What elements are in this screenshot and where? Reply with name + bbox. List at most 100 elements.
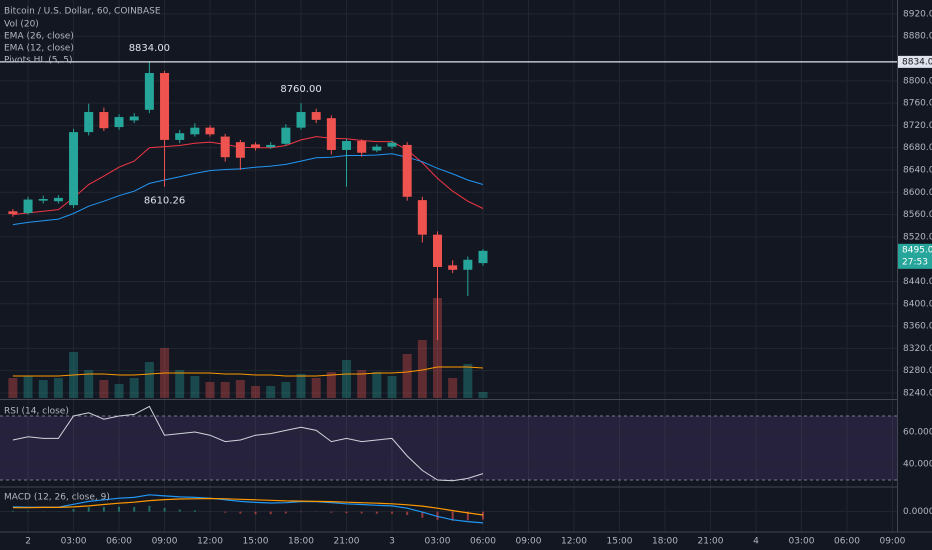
- candle-body: [190, 127, 200, 135]
- candle-body: [99, 112, 109, 129]
- macd-histogram-bar: [72, 509, 75, 512]
- macd-histogram-bar: [466, 511, 469, 521]
- candle-body: [160, 73, 170, 140]
- volume-ma: [12, 366, 484, 377]
- pivot-label: 8834.00: [129, 43, 170, 54]
- x-tick-label: 06:00: [470, 537, 496, 547]
- last-price-label: 8495.01: [902, 245, 932, 255]
- volume-bar: [251, 386, 261, 398]
- y-tick-label: 8520.00: [903, 232, 932, 242]
- y-tick-label: 8600.00: [903, 188, 932, 198]
- y-tick-label: 8320.00: [903, 344, 932, 354]
- x-tick-label: 21:00: [334, 537, 360, 547]
- x-tick-label: 4: [753, 537, 759, 547]
- signal-line: [12, 497, 484, 516]
- candle-body: [205, 127, 215, 135]
- countdown: 27:53: [902, 257, 928, 267]
- y-tick-label: 8560.00: [903, 210, 932, 220]
- x-tick-label: 15:00: [607, 537, 633, 547]
- rsi-line: [12, 405, 484, 482]
- y-tick-label: 8280.00: [903, 366, 932, 376]
- macd-histogram-bar: [133, 506, 136, 512]
- candle-body: [8, 211, 18, 215]
- macd-histogram-bar: [148, 505, 151, 512]
- candle-body: [84, 112, 94, 133]
- x-tick-label: 09:00: [879, 537, 905, 547]
- volume-bar: [129, 378, 139, 398]
- legend-item: Pivots HL (5, 5): [4, 56, 72, 66]
- x-tick-label: 3: [389, 537, 395, 547]
- candle-body: [266, 144, 276, 148]
- volume-bar: [326, 372, 336, 398]
- macd-histogram-bar: [451, 511, 454, 521]
- macd-histogram-bar: [11, 510, 14, 512]
- macd-histogram-bar: [224, 511, 227, 513]
- macd-histogram-bar: [163, 507, 166, 512]
- macd-histogram-bar: [391, 511, 394, 514]
- macd-histogram-bar: [300, 511, 303, 513]
- volume-bar: [417, 340, 427, 398]
- last-price-tag: [898, 243, 932, 269]
- x-tick-label: 2: [25, 537, 31, 547]
- y-tick-label: 8920.00: [903, 9, 932, 19]
- macd-histogram-bar: [239, 511, 242, 514]
- macd-histogram-bar: [87, 507, 90, 512]
- macd-histogram-bar: [254, 511, 257, 515]
- volume-bar: [463, 364, 473, 398]
- y-tick-label: 8240.00: [903, 388, 932, 398]
- legend-item: EMA (26, close): [4, 32, 74, 42]
- candle-body: [433, 234, 443, 268]
- candle-body: [235, 142, 245, 158]
- candle-body: [463, 259, 473, 270]
- volume-bar: [23, 376, 33, 398]
- volume-bar: [478, 392, 488, 398]
- volume-bar: [357, 370, 367, 398]
- candle-body: [175, 133, 185, 140]
- macd-histogram-bar: [269, 511, 272, 515]
- macd-histogram-bar: [330, 511, 333, 513]
- volume-bar: [175, 370, 185, 398]
- y-tick-label: 8400.00: [903, 299, 932, 309]
- volume-bar: [342, 360, 352, 398]
- volume-bar: [235, 380, 245, 398]
- chart-title: Bitcoin / U.S. Dollar, 60, COINBASE: [4, 7, 161, 17]
- y-tick-label: 60.0000: [903, 428, 932, 438]
- y-tick-label: 8800.00: [903, 76, 932, 86]
- legend-item: Vol (20): [4, 20, 39, 30]
- candle-body: [357, 141, 367, 153]
- candle-body: [372, 146, 382, 151]
- candle-body: [144, 73, 154, 110]
- y-tick-label: 8640.00: [903, 166, 932, 176]
- x-tick-label: 12:00: [197, 537, 223, 547]
- candle-body: [387, 142, 397, 147]
- y-tick-label: 8880.00: [903, 32, 932, 42]
- volume-bar: [433, 298, 443, 398]
- macd-histogram-bar: [193, 510, 196, 512]
- volume-bar: [53, 378, 63, 398]
- y-tick-label: 8360.00: [903, 322, 932, 332]
- volume-bar: [266, 386, 276, 398]
- x-tick-label: 03:00: [788, 537, 814, 547]
- candle-body: [53, 197, 63, 202]
- price-line-tag: [898, 55, 932, 68]
- x-tick-label: 09:00: [516, 537, 542, 547]
- legend-item: EMA (12, close): [4, 44, 74, 54]
- y-tick-label: 8440.00: [903, 277, 932, 287]
- volume-bar: [38, 380, 48, 398]
- y-tick-label: 8760.00: [903, 99, 932, 109]
- candle-body: [23, 199, 33, 213]
- candle-body: [342, 141, 352, 150]
- volume-bar: [114, 384, 124, 398]
- candle-body: [311, 112, 321, 120]
- x-tick-label: 12:00: [561, 537, 587, 547]
- volume-bar: [8, 378, 18, 398]
- price-line-label: 8834.00: [902, 57, 932, 67]
- candle-body: [114, 117, 124, 128]
- candle-body: [326, 118, 336, 150]
- candle-body: [448, 265, 458, 270]
- macd-histogram-bar: [27, 511, 30, 512]
- x-tick-label: 09:00: [152, 537, 178, 547]
- x-tick-label: 06:00: [106, 537, 132, 547]
